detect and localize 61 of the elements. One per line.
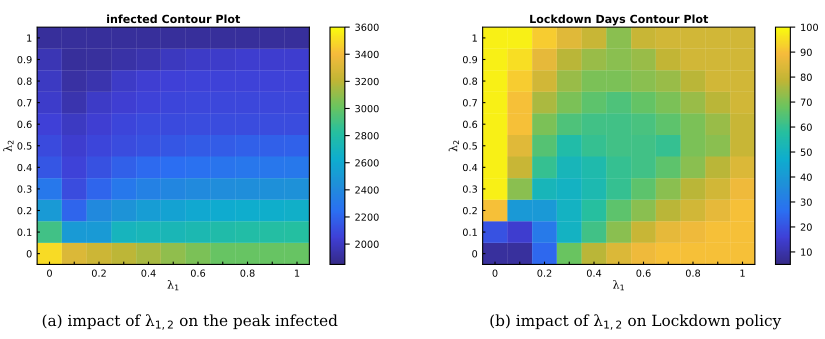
chart-title: Lockdown Days Contour Plot — [530, 14, 708, 26]
y-tick-label: 1 — [27, 34, 32, 42]
y-tick-label: 1 — [472, 34, 477, 42]
color-bar-label: 60 — [800, 124, 812, 131]
x-tick-label: 0.4 — [586, 269, 602, 277]
y-tick-label: 0.3 — [462, 185, 477, 193]
y-tick-label: 0.9 — [462, 56, 478, 64]
color-bar-label: 3200 — [355, 78, 379, 86]
color-bar-label: 3400 — [355, 50, 379, 58]
y-tick-label: 0.5 — [17, 142, 32, 150]
color-bar-label: 2800 — [355, 132, 379, 140]
y-tick-label: 0.8 — [17, 78, 32, 85]
color-bar-label: 20 — [800, 223, 812, 231]
color-bar-label: 2200 — [355, 213, 379, 221]
chart-title: infected Contour Plot — [107, 14, 240, 24]
x-tick-label: 0.6 — [190, 269, 206, 277]
color-bar-label: 10 — [801, 248, 812, 256]
y-axis-title: λ$_{2}$ — [3, 140, 14, 152]
x-tick-label: 0 — [492, 269, 498, 277]
y-tick-label: 0.9 — [17, 56, 32, 64]
color-bar-label: 70 — [800, 98, 812, 106]
x-tick-label: 1 — [740, 270, 745, 277]
y-tick-label: 0 — [472, 250, 478, 258]
color-bar-label: 50 — [800, 148, 812, 156]
x-tick-label: 0.2 — [92, 269, 106, 277]
y-tick-label: 0.1 — [462, 228, 477, 236]
y-tick-label: 0.6 — [462, 120, 478, 128]
y-tick-label: 0.8 — [462, 78, 478, 85]
x-axis-title: λ$_{1}$ — [612, 280, 624, 290]
color-bar-label: 2000 — [355, 240, 379, 248]
color-bar-label: 80 — [800, 74, 812, 81]
x-tick-label: 0 — [47, 269, 52, 277]
x-tick-label: 0.4 — [141, 269, 156, 277]
color-bar-label: 30 — [800, 198, 812, 206]
y-tick-label: 0.7 — [17, 99, 32, 106]
x-axis-title: λ$_{1}$ — [167, 280, 178, 290]
x-tick-label: 0.8 — [240, 269, 255, 277]
y-tick-label: 0.2 — [17, 206, 32, 214]
x-tick-label: 0.6 — [636, 269, 651, 277]
text: (b) impact of λ$_{1,2}$ on Lockdown policy — [490, 314, 782, 330]
y-tick-label: 0.1 — [17, 228, 32, 236]
y-tick-label: 0.4 — [462, 164, 478, 172]
color-bar-label: 90 — [800, 48, 812, 56]
text: (a) impact of λ$_{1,2}$ on the peak infected — [42, 314, 338, 330]
x-tick-label: 1 — [294, 270, 300, 277]
y-tick-label: 0 — [26, 250, 32, 258]
y-tick-label: 0.7 — [462, 99, 477, 106]
y-tick-label: 0.4 — [17, 164, 32, 172]
y-tick-label: 0.2 — [462, 206, 477, 214]
color-bar-label: 40 — [800, 173, 812, 181]
color-bar-label: 2400 — [355, 186, 379, 194]
color-bar-label: 3000 — [355, 104, 379, 112]
color-bar-label: 2600 — [355, 159, 379, 167]
color-bar-label: 3600 — [355, 24, 379, 31]
x-tick-label: 0.8 — [686, 269, 700, 277]
y-tick-label: 0.3 — [17, 185, 32, 193]
y-tick-label: 0.5 — [462, 142, 477, 150]
y-tick-label: 0.6 — [17, 120, 32, 128]
y-axis-title: λ$_{2}$ — [448, 140, 459, 152]
x-tick-label: 0.2 — [537, 269, 552, 277]
color-bar-label: 100 — [801, 24, 818, 31]
